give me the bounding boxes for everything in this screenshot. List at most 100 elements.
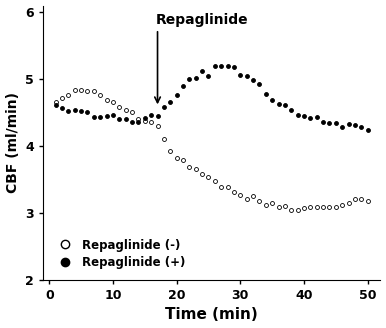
Point <box>225 184 231 190</box>
Point <box>358 196 364 202</box>
Point <box>135 116 142 122</box>
Point <box>269 200 275 206</box>
Point <box>186 76 193 81</box>
Point <box>365 127 371 133</box>
Point <box>91 114 97 120</box>
Point <box>135 119 142 124</box>
Point <box>103 97 110 103</box>
Point <box>129 110 135 115</box>
Point <box>333 205 339 210</box>
Point <box>91 89 97 94</box>
Point <box>307 204 313 210</box>
Point <box>231 64 237 70</box>
Point <box>180 158 186 163</box>
Point <box>161 105 167 110</box>
Point <box>225 64 231 69</box>
Point <box>320 204 326 210</box>
Point <box>352 196 358 202</box>
Point <box>314 205 320 210</box>
Point <box>269 97 275 102</box>
Point <box>193 167 199 172</box>
Point <box>52 99 59 104</box>
Point <box>174 92 180 98</box>
Point <box>250 78 256 83</box>
Point <box>154 113 161 119</box>
Point <box>345 121 352 127</box>
Point <box>244 73 250 79</box>
Point <box>212 64 218 69</box>
Point <box>276 101 282 106</box>
Point <box>282 103 288 108</box>
Point <box>85 88 91 93</box>
Point <box>276 204 282 210</box>
Point <box>72 87 78 92</box>
Point <box>161 136 167 141</box>
Point <box>110 113 116 118</box>
Point <box>237 72 244 78</box>
Point <box>142 118 148 123</box>
Point <box>314 115 320 120</box>
Point <box>256 198 262 204</box>
Point <box>167 148 173 154</box>
Point <box>205 174 212 180</box>
Point <box>263 202 269 207</box>
Point <box>59 105 65 111</box>
Point <box>78 108 84 113</box>
Point <box>327 204 333 209</box>
Point <box>199 68 205 73</box>
Point <box>333 121 339 126</box>
Point <box>148 113 154 118</box>
Point <box>263 91 269 96</box>
Point <box>339 202 345 207</box>
Point <box>123 107 129 113</box>
Point <box>250 194 256 199</box>
Point <box>199 171 205 176</box>
Point <box>327 120 333 125</box>
Point <box>301 113 307 118</box>
Point <box>52 103 59 108</box>
Point <box>205 73 212 78</box>
Point <box>116 104 122 109</box>
Point <box>339 124 345 130</box>
Point <box>345 200 352 206</box>
Point <box>288 208 295 213</box>
Point <box>288 107 295 113</box>
Point <box>72 107 78 113</box>
Point <box>174 156 180 161</box>
Text: Repaglinide: Repaglinide <box>156 13 248 27</box>
Point <box>307 115 313 120</box>
Point <box>365 198 371 204</box>
Point <box>167 99 173 104</box>
Point <box>231 189 237 195</box>
Point <box>78 87 84 92</box>
Point <box>65 92 71 97</box>
Point <box>282 203 288 209</box>
Point <box>193 75 199 80</box>
Point <box>110 99 116 104</box>
Point <box>301 205 307 211</box>
Point <box>97 92 103 97</box>
Point <box>142 115 148 120</box>
Legend: Repaglinide (-), Repaglinide (+): Repaglinide (-), Repaglinide (+) <box>49 234 190 274</box>
Point <box>148 119 154 124</box>
Point <box>123 116 129 122</box>
X-axis label: Time (min): Time (min) <box>165 307 258 322</box>
Point <box>352 123 358 128</box>
Point <box>218 184 224 189</box>
Point <box>358 125 364 130</box>
Point <box>212 178 218 183</box>
Point <box>103 113 110 119</box>
Point <box>180 84 186 89</box>
Point <box>295 113 301 118</box>
Point <box>154 124 161 129</box>
Point <box>186 164 193 169</box>
Point <box>85 110 91 115</box>
Point <box>256 82 262 87</box>
Point <box>97 114 103 119</box>
Point <box>244 196 250 201</box>
Point <box>116 116 122 122</box>
Point <box>237 192 244 197</box>
Point <box>320 119 326 125</box>
Point <box>295 207 301 213</box>
Point <box>65 108 71 113</box>
